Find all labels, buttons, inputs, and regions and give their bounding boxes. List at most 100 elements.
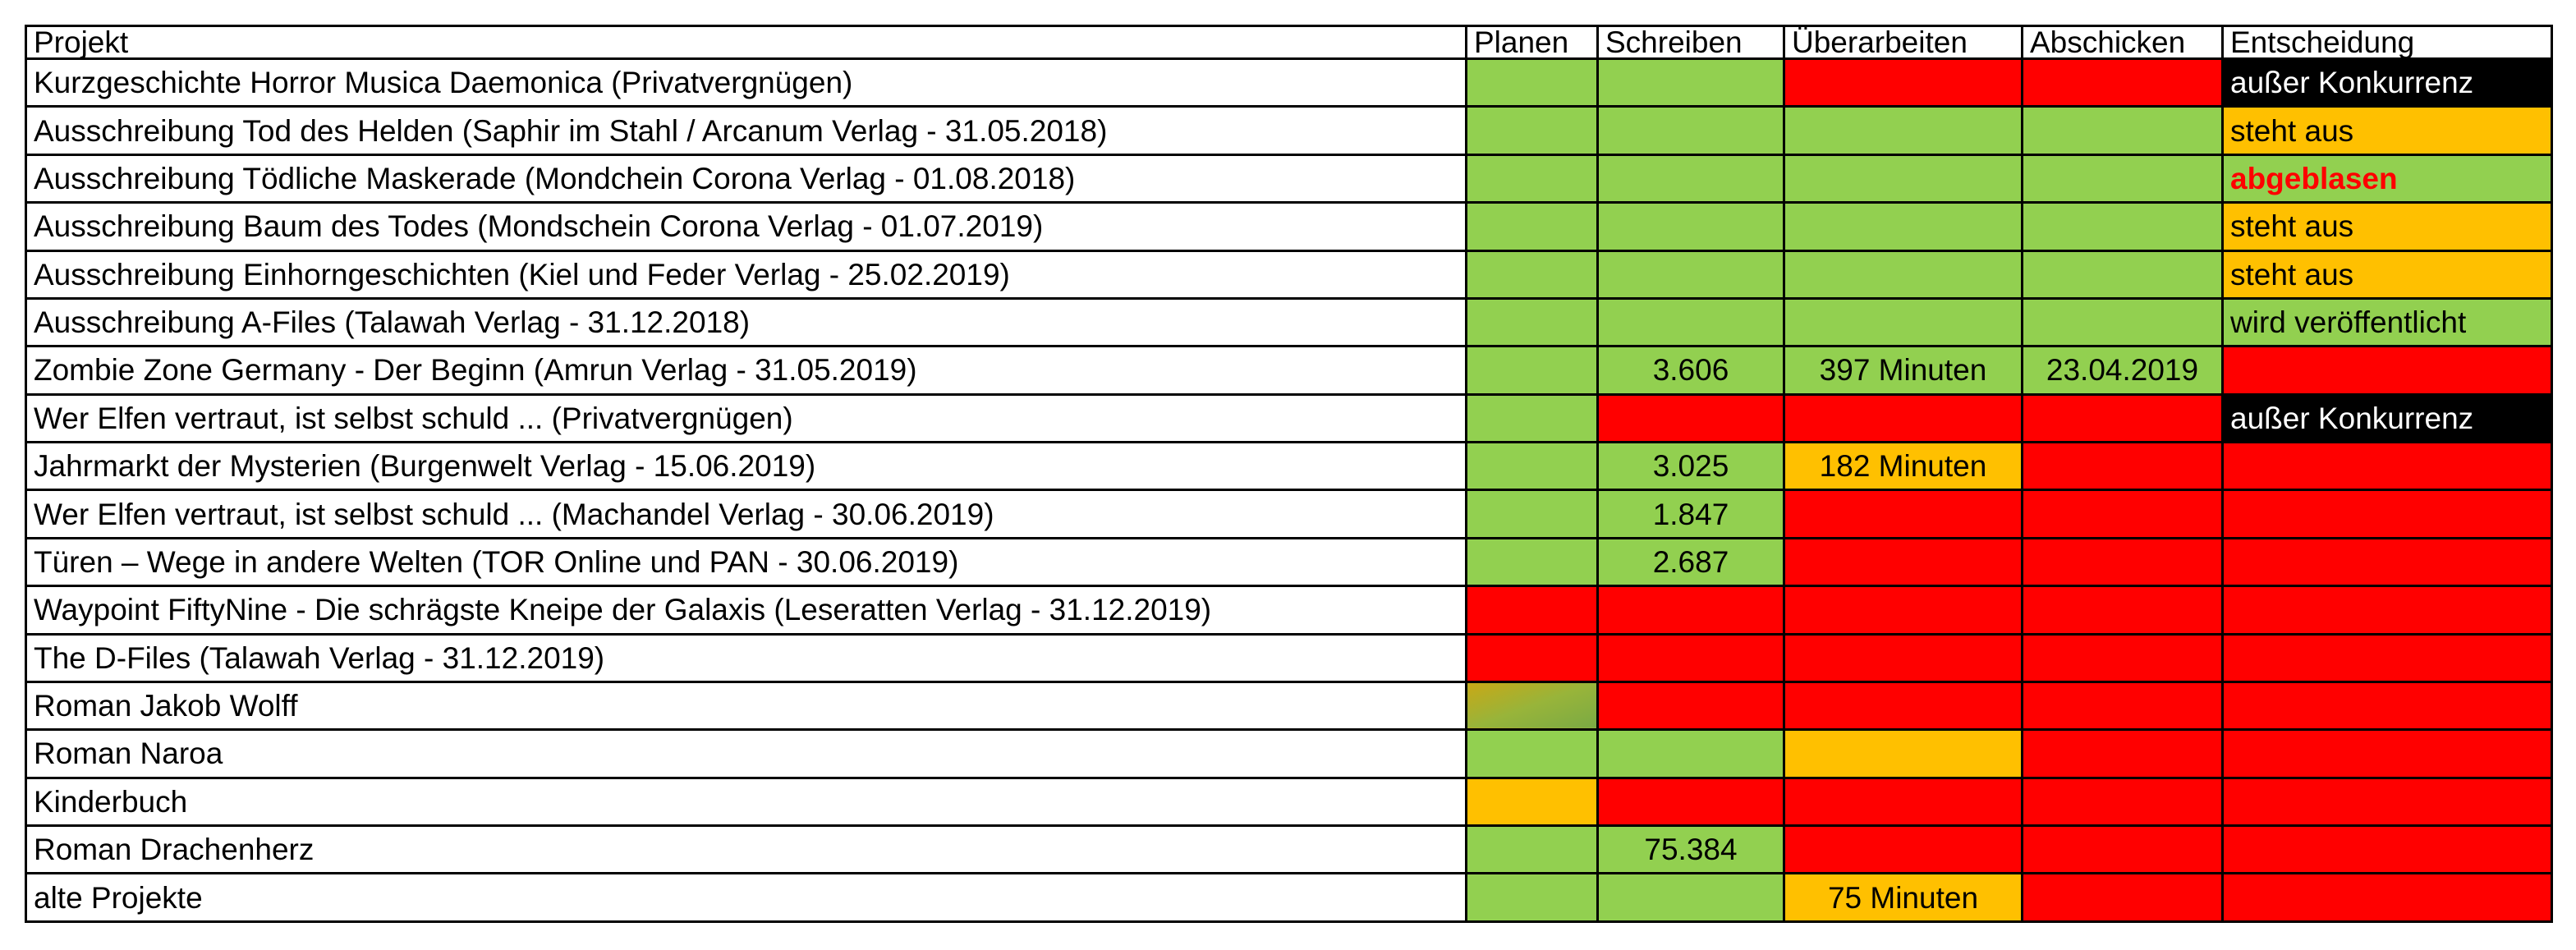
table-row: Wer Elfen vertraut, ist selbst schuld ..… bbox=[25, 392, 2553, 444]
cell-ueberarbeiten bbox=[1783, 249, 2023, 300]
cell-ueberarbeiten bbox=[1783, 824, 2023, 875]
cell-planen bbox=[1465, 680, 1599, 732]
cell-projekt: alte Projekte bbox=[25, 872, 1467, 923]
cell-planen bbox=[1465, 728, 1599, 779]
cell-projekt: Roman Naroa bbox=[25, 728, 1467, 779]
table-row: Ausschreibung A-Files (Talawah Verlag - … bbox=[25, 296, 2553, 348]
cell-schreiben bbox=[1596, 249, 1785, 300]
cell-abschicken bbox=[2021, 776, 2224, 828]
cell-projekt: Wer Elfen vertraut, ist selbst schuld ..… bbox=[25, 489, 1467, 539]
cell-planen bbox=[1465, 57, 1599, 108]
cell-entscheidung bbox=[2221, 824, 2553, 875]
cell-schreiben: 3.025 bbox=[1596, 440, 1785, 492]
cell-ueberarbeiten bbox=[1783, 201, 2023, 252]
cell-abschicken bbox=[2021, 872, 2224, 923]
cell-planen bbox=[1465, 392, 1599, 444]
header-entscheidung: Entscheidung bbox=[2221, 25, 2553, 60]
cell-abschicken bbox=[2021, 249, 2224, 300]
cell-projekt: Wer Elfen vertraut, ist selbst schuld ..… bbox=[25, 392, 1467, 444]
cell-schreiben bbox=[1596, 57, 1785, 108]
cell-abschicken bbox=[2021, 632, 2224, 683]
cell-planen bbox=[1465, 632, 1599, 683]
cell-schreiben bbox=[1596, 296, 1785, 348]
cell-abschicken bbox=[2021, 824, 2224, 875]
header-planen: Planen bbox=[1465, 25, 1599, 60]
cell-ueberarbeiten bbox=[1783, 57, 2023, 108]
table-row: Ausschreibung Tödliche Maskerade (Mondch… bbox=[25, 153, 2553, 204]
cell-projekt: Kinderbuch bbox=[25, 776, 1467, 828]
cell-abschicken bbox=[2021, 105, 2224, 156]
cell-schreiben: 3.606 bbox=[1596, 345, 1785, 396]
cell-abschicken bbox=[2021, 728, 2224, 779]
cell-entscheidung bbox=[2221, 536, 2553, 588]
cell-projekt: Ausschreibung Baum des Todes (Mondschein… bbox=[25, 201, 1467, 252]
cell-entscheidung: außer Konkurrenz bbox=[2221, 392, 2553, 444]
cell-projekt: Jahrmarkt der Mysterien (Burgenwelt Verl… bbox=[25, 440, 1467, 492]
table-row: Kinderbuch bbox=[25, 776, 2553, 828]
cell-ueberarbeiten bbox=[1783, 680, 2023, 732]
cell-ueberarbeiten bbox=[1783, 105, 2023, 156]
cell-abschicken bbox=[2021, 680, 2224, 732]
header-projekt: Projekt bbox=[25, 25, 1467, 60]
cell-abschicken bbox=[2021, 536, 2224, 588]
cell-schreiben bbox=[1596, 728, 1785, 779]
cell-entscheidung: außer Konkurrenz bbox=[2221, 57, 2553, 108]
cell-schreiben bbox=[1596, 153, 1785, 204]
cell-schreiben: 75.384 bbox=[1596, 824, 1785, 875]
cell-projekt: Ausschreibung A-Files (Talawah Verlag - … bbox=[25, 296, 1467, 348]
cell-schreiben bbox=[1596, 201, 1785, 252]
cell-planen bbox=[1465, 585, 1599, 636]
table-row: Roman Naroa bbox=[25, 728, 2553, 779]
cell-schreiben: 2.687 bbox=[1596, 536, 1785, 588]
cell-ueberarbeiten bbox=[1783, 776, 2023, 828]
cell-abschicken bbox=[2021, 153, 2224, 204]
table-row: Ausschreibung Einhorngeschichten (Kiel u… bbox=[25, 249, 2553, 300]
table-row: alte Projekte 75 Minuten bbox=[25, 872, 2553, 923]
cell-schreiben bbox=[1596, 585, 1785, 636]
cell-entscheidung bbox=[2221, 680, 2553, 732]
cell-projekt: Kurzgeschichte Horror Musica Daemonica (… bbox=[25, 57, 1467, 108]
cell-abschicken bbox=[2021, 440, 2224, 492]
cell-planen bbox=[1465, 872, 1599, 923]
project-status-table: Projekt Planen Schreiben Überarbeiten Ab… bbox=[25, 25, 2553, 923]
header-schreiben: Schreiben bbox=[1596, 25, 1785, 60]
header-ueberarbeiten: Überarbeiten bbox=[1783, 25, 2023, 60]
cell-schreiben bbox=[1596, 105, 1785, 156]
table-row: The D-Files (Talawah Verlag - 31.12.2019… bbox=[25, 632, 2553, 683]
cell-schreiben bbox=[1596, 392, 1785, 444]
cell-ueberarbeiten bbox=[1783, 632, 2023, 683]
cell-ueberarbeiten bbox=[1783, 296, 2023, 348]
cell-planen bbox=[1465, 536, 1599, 588]
cell-abschicken bbox=[2021, 296, 2224, 348]
cell-entscheidung: steht aus bbox=[2221, 249, 2553, 300]
table-row: Zombie Zone Germany - Der Beginn (Amrun … bbox=[25, 345, 2553, 396]
cell-abschicken bbox=[2021, 57, 2224, 108]
cell-entscheidung bbox=[2221, 872, 2553, 923]
cell-planen bbox=[1465, 296, 1599, 348]
cell-projekt: Roman Drachenherz bbox=[25, 824, 1467, 875]
cell-ueberarbeiten bbox=[1783, 153, 2023, 204]
cell-abschicken bbox=[2021, 392, 2224, 444]
cell-entscheidung bbox=[2221, 440, 2553, 492]
cell-projekt: Waypoint FiftyNine - Die schrägste Kneip… bbox=[25, 585, 1467, 636]
cell-abschicken: 23.04.2019 bbox=[2021, 345, 2224, 396]
cell-projekt: Türen – Wege in andere Welten (TOR Onlin… bbox=[25, 536, 1467, 588]
cell-projekt: Zombie Zone Germany - Der Beginn (Amrun … bbox=[25, 345, 1467, 396]
cell-entscheidung bbox=[2221, 776, 2553, 828]
cell-ueberarbeiten: 75 Minuten bbox=[1783, 872, 2023, 923]
table-row: Jahrmarkt der Mysterien (Burgenwelt Verl… bbox=[25, 440, 2553, 492]
cell-planen bbox=[1465, 824, 1599, 875]
cell-ueberarbeiten bbox=[1783, 489, 2023, 539]
cell-projekt: Ausschreibung Einhorngeschichten (Kiel u… bbox=[25, 249, 1467, 300]
table-row: Roman Jakob Wolff bbox=[25, 680, 2553, 732]
cell-schreiben bbox=[1596, 680, 1785, 732]
cell-ueberarbeiten bbox=[1783, 392, 2023, 444]
cell-abschicken bbox=[2021, 489, 2224, 539]
cell-abschicken bbox=[2021, 201, 2224, 252]
cell-entscheidung bbox=[2221, 728, 2553, 779]
cell-schreiben bbox=[1596, 872, 1785, 923]
cell-projekt: Roman Jakob Wolff bbox=[25, 680, 1467, 732]
cell-projekt: Ausschreibung Tödliche Maskerade (Mondch… bbox=[25, 153, 1467, 204]
cell-ueberarbeiten: 182 Minuten bbox=[1783, 440, 2023, 492]
cell-ueberarbeiten bbox=[1783, 585, 2023, 636]
